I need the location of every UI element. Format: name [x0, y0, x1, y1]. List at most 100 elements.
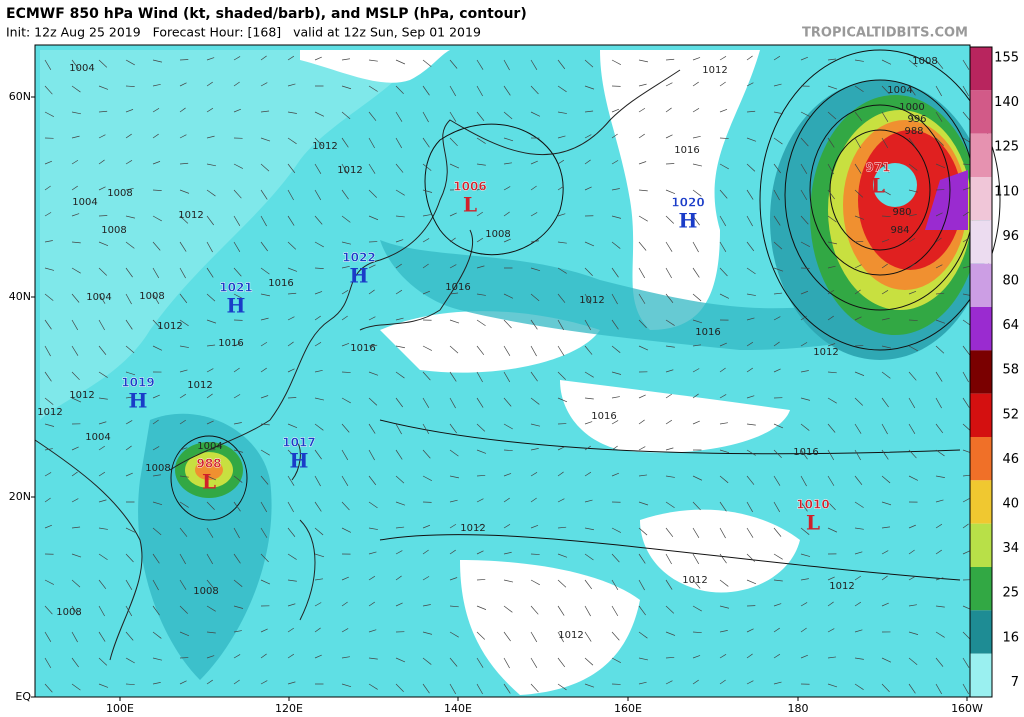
barb: [908, 238, 916, 243]
barb: [773, 653, 781, 659]
barb: [962, 111, 971, 121]
barb: [773, 423, 784, 429]
barb: [71, 185, 78, 191]
barb: [260, 527, 268, 538]
barb: [557, 498, 565, 503]
barb: [449, 577, 458, 581]
barb: [557, 111, 567, 114]
barb: [179, 369, 188, 373]
barb: [827, 576, 835, 581]
barb: [530, 497, 537, 503]
barb: [854, 629, 863, 633]
barb: [395, 371, 405, 379]
barb: [881, 289, 889, 295]
barb: [233, 189, 242, 199]
barb: [908, 475, 919, 481]
barb: [44, 371, 52, 382]
barb: [638, 107, 646, 113]
barb: [800, 137, 809, 147]
barb: [827, 137, 835, 148]
barb: [152, 133, 159, 139]
barb: [71, 135, 80, 139]
barb: [71, 526, 81, 529]
barb: [692, 605, 702, 612]
barb: [557, 526, 567, 529]
barb: [449, 631, 459, 638]
barb: [854, 345, 864, 347]
center-symbol: H: [290, 449, 309, 473]
colorbar-cell: [970, 263, 992, 307]
barb: [395, 602, 403, 607]
center-pressure: 1019: [121, 376, 154, 390]
barb: [206, 163, 216, 167]
barb: [530, 185, 537, 191]
contour-label: 1016: [268, 278, 293, 289]
barb: [395, 239, 404, 243]
barb: [692, 631, 702, 634]
barb: [746, 579, 757, 585]
colorbar-frame: [969, 46, 993, 698]
barb: [638, 657, 649, 661]
barb: [584, 579, 593, 590]
barb: [341, 85, 352, 90]
calm-area: [560, 380, 790, 453]
barb: [206, 344, 216, 347]
barb: [827, 501, 836, 511]
shade-light: [40, 50, 420, 420]
barb: [692, 420, 700, 425]
barb: [719, 475, 729, 484]
barb: [611, 420, 619, 425]
barb: [98, 527, 108, 530]
barb: [341, 527, 352, 533]
barb: [935, 683, 942, 695]
barb: [449, 423, 457, 434]
barb: [422, 163, 432, 171]
lon-label: 140E: [444, 702, 472, 715]
barb: [773, 189, 780, 201]
barb: [773, 603, 782, 607]
barb: [503, 59, 510, 71]
barb: [638, 319, 647, 329]
barb: [449, 137, 458, 147]
barb: [773, 627, 780, 633]
barb: [584, 499, 593, 503]
barb: [557, 159, 565, 165]
barb: [449, 549, 456, 555]
contour-label: 1012: [187, 380, 212, 391]
barb: [44, 605, 53, 615]
barb: [503, 111, 513, 120]
barb: [881, 602, 889, 607]
barb: [233, 81, 240, 87]
barb: [908, 423, 916, 434]
barb: [449, 449, 459, 457]
barb: [935, 499, 944, 503]
barb: [314, 654, 322, 659]
barb: [719, 449, 730, 454]
center-pressure: 1006: [453, 180, 486, 194]
barb: [422, 290, 431, 295]
barb: [152, 631, 162, 639]
barb: [449, 264, 457, 269]
barb: [611, 657, 621, 664]
barb: [260, 163, 270, 172]
barb: [530, 631, 538, 643]
barb: [341, 137, 349, 148]
barb: [962, 345, 971, 356]
barb: [287, 267, 298, 272]
barb: [719, 579, 729, 587]
barb: [287, 341, 294, 347]
barb: [719, 81, 726, 87]
barb: [935, 449, 945, 457]
barb: [152, 394, 160, 399]
barb: [503, 657, 510, 669]
barb: [935, 423, 944, 434]
barb: [368, 423, 376, 434]
barb: [71, 213, 80, 217]
barb: [611, 215, 622, 219]
barb: [908, 214, 917, 217]
barb: [530, 319, 538, 330]
contour-label: 1012: [37, 407, 62, 418]
barb: [341, 163, 348, 175]
barb: [908, 137, 916, 148]
center-pressure: 988: [196, 457, 221, 471]
